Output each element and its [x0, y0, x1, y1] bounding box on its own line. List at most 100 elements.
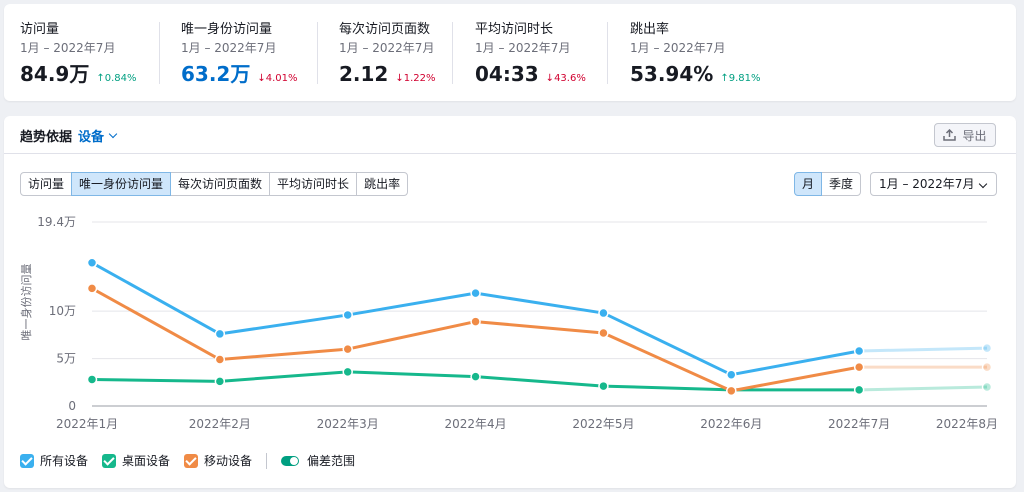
kpi-value: 04:33: [475, 62, 539, 86]
legend-item-mobile[interactable]: 移动设备: [184, 452, 252, 469]
export-button[interactable]: 导出: [934, 123, 996, 147]
kpi-value: 2.12: [339, 62, 389, 86]
legend-label: 所有设备: [40, 454, 89, 468]
kpi-unique-visits[interactable]: 唯一身份访问量 1月 – 2022年7月 63.2万 ↓4.01%: [181, 22, 298, 87]
kpi-divider: [159, 22, 160, 84]
kpi-period: 1月 – 2022年7月: [339, 41, 435, 55]
data-point[interactable]: [86, 257, 98, 269]
kpi-value: 84.9万: [20, 62, 90, 86]
y-tick-label: 5万: [56, 352, 76, 366]
kpi-value: 63.2万: [181, 62, 251, 86]
kpi-delta-down: ↓43.6%: [545, 73, 586, 84]
trend-header: 趋势依据 设备: [20, 126, 118, 145]
period-quarter-button[interactable]: 季度: [821, 172, 862, 196]
grid-lines: [92, 221, 987, 407]
data-point[interactable]: [598, 307, 609, 319]
y-tick-label: 19.4万: [37, 215, 76, 229]
data-point[interactable]: [598, 327, 609, 339]
tab-bounce-rate[interactable]: 跳出率: [356, 172, 409, 196]
series-projection-line: [859, 385, 988, 392]
data-point[interactable]: [342, 366, 353, 378]
y-tick-label: 0: [68, 399, 76, 413]
data-point[interactable]: [470, 287, 481, 299]
series-lines: [86, 257, 993, 397]
checkbox-checked-icon[interactable]: [184, 453, 199, 468]
data-point[interactable]: [342, 343, 353, 355]
data-point[interactable]: [214, 354, 226, 365]
data-point[interactable]: [853, 345, 865, 357]
data-point[interactable]: [86, 374, 98, 385]
kpi-delta-down: ↓4.01%: [257, 73, 298, 84]
tab-unique-visits[interactable]: 唯一身份访问量: [71, 172, 172, 196]
dimension-dropdown[interactable]: 设备: [78, 126, 118, 145]
date-range-select[interactable]: 1月 – 2022年7月: [870, 172, 997, 196]
x-tick-label: 2022年5月: [572, 417, 634, 431]
kpi-pages-per-visit[interactable]: 每次访问页面数 1月 – 2022年7月 2.12 ↓1.22%: [339, 22, 436, 87]
x-tick-label: 2022年1月: [56, 417, 118, 431]
toggle-switch-icon[interactable]: [281, 455, 300, 466]
kpi-value: 53.94%: [630, 62, 714, 86]
export-label: 导出: [962, 128, 987, 143]
metric-tabs: 访问量 唯一身份访问量 每次访问页面数 平均访问时长 跳出率: [20, 172, 409, 196]
kpi-period: 1月 – 2022年7月: [475, 41, 571, 55]
x-tick-label: 2022年8月: [936, 417, 998, 431]
kpi-title: 平均访问时长: [475, 22, 554, 37]
data-point[interactable]: [981, 361, 993, 373]
data-point[interactable]: [853, 384, 865, 396]
x-tick-label: 2022年2月: [189, 417, 251, 431]
x-tick-label: 2022年7月: [828, 417, 890, 431]
checkbox-checked-icon[interactable]: [102, 453, 117, 468]
kpi-divider: [452, 22, 453, 84]
data-point[interactable]: [981, 381, 993, 393]
legend-label: 桌面设备: [122, 454, 171, 468]
line-chart: 唯一身份访问量 0 5万 10万 19.4万 2022年1月 2022年2月 2022年3…: [19, 215, 998, 431]
upload-icon: [943, 129, 957, 141]
data-point[interactable]: [598, 380, 609, 392]
y-axis-label: 唯一身份访问量: [19, 264, 33, 341]
period-month-button[interactable]: 月: [794, 172, 823, 196]
trend-chart-card: 趋势依据 设备 导出 访问量 唯一身份访问量 每次访问页面数 平均访问时长 跳出…: [4, 116, 1016, 488]
x-tick-label: 2022年4月: [444, 417, 506, 431]
x-tick-labels: 2022年1月 2022年2月 2022年3月 2022年4月 2022年5月 2022年…: [56, 417, 998, 431]
checkbox-checked-icon[interactable]: [20, 453, 34, 468]
deviation-range-toggle[interactable]: 偏差范围: [281, 452, 355, 469]
data-point[interactable]: [726, 385, 737, 397]
kpi-period: 1月 – 2022年7月: [630, 41, 726, 55]
data-point[interactable]: [214, 376, 226, 387]
granularity-toggle: 月 季度: [794, 172, 862, 196]
x-tick-label: 2022年6月: [700, 417, 762, 431]
kpi-delta-up: ↑0.84%: [96, 73, 137, 84]
tab-visits[interactable]: 访问量: [20, 172, 73, 196]
legend-divider: [266, 452, 268, 469]
data-point[interactable]: [470, 371, 481, 382]
y-tick-label: 10万: [49, 304, 76, 318]
kpi-period: 1月 – 2022年7月: [20, 41, 116, 55]
kpi-bounce-rate[interactable]: 跳出率 1月 – 2022年7月 53.94% ↑9.81%: [630, 22, 760, 87]
data-point[interactable]: [86, 283, 98, 294]
data-point[interactable]: [342, 309, 353, 321]
tab-avg-duration[interactable]: 平均访问时长: [269, 172, 358, 196]
kpi-title: 唯一身份访问量: [181, 22, 273, 37]
chart-legend: 所有设备 桌面设备 移动设备 偏差范围: [20, 452, 369, 469]
legend-item-desktop[interactable]: 桌面设备: [102, 452, 170, 469]
kpi-delta-up: ↑9.81%: [720, 73, 761, 84]
series-projection-line: [859, 346, 988, 353]
data-point[interactable]: [853, 361, 865, 373]
data-point[interactable]: [214, 328, 226, 340]
kpi-summary-card: 访问量 1月 – 2022年7月 84.9万 ↑0.84% 唯一身份访问量 1月…: [4, 4, 1016, 101]
kpi-title: 每次访问页面数: [339, 22, 431, 37]
y-tick-labels: 0 5万 10万 19.4万: [37, 215, 76, 413]
data-point[interactable]: [470, 316, 481, 327]
kpi-divider: [607, 22, 608, 84]
date-range-value: 1月 – 2022年7月: [879, 177, 975, 191]
toggle-label: 偏差范围: [307, 454, 356, 468]
kpi-avg-duration[interactable]: 平均访问时长 1月 – 2022年7月 04:33 ↓43.6%: [475, 22, 586, 87]
kpi-visits[interactable]: 访问量 1月 – 2022年7月 84.9万 ↑0.84%: [20, 22, 137, 87]
data-point[interactable]: [726, 369, 737, 380]
legend-label: 移动设备: [204, 454, 253, 468]
header-divider: [4, 153, 1016, 154]
kpi-period: 1月 – 2022年7月: [181, 41, 277, 55]
data-point[interactable]: [981, 342, 993, 354]
dimension-label: 设备: [78, 130, 105, 145]
legend-item-all-devices[interactable]: 所有设备: [20, 452, 88, 469]
